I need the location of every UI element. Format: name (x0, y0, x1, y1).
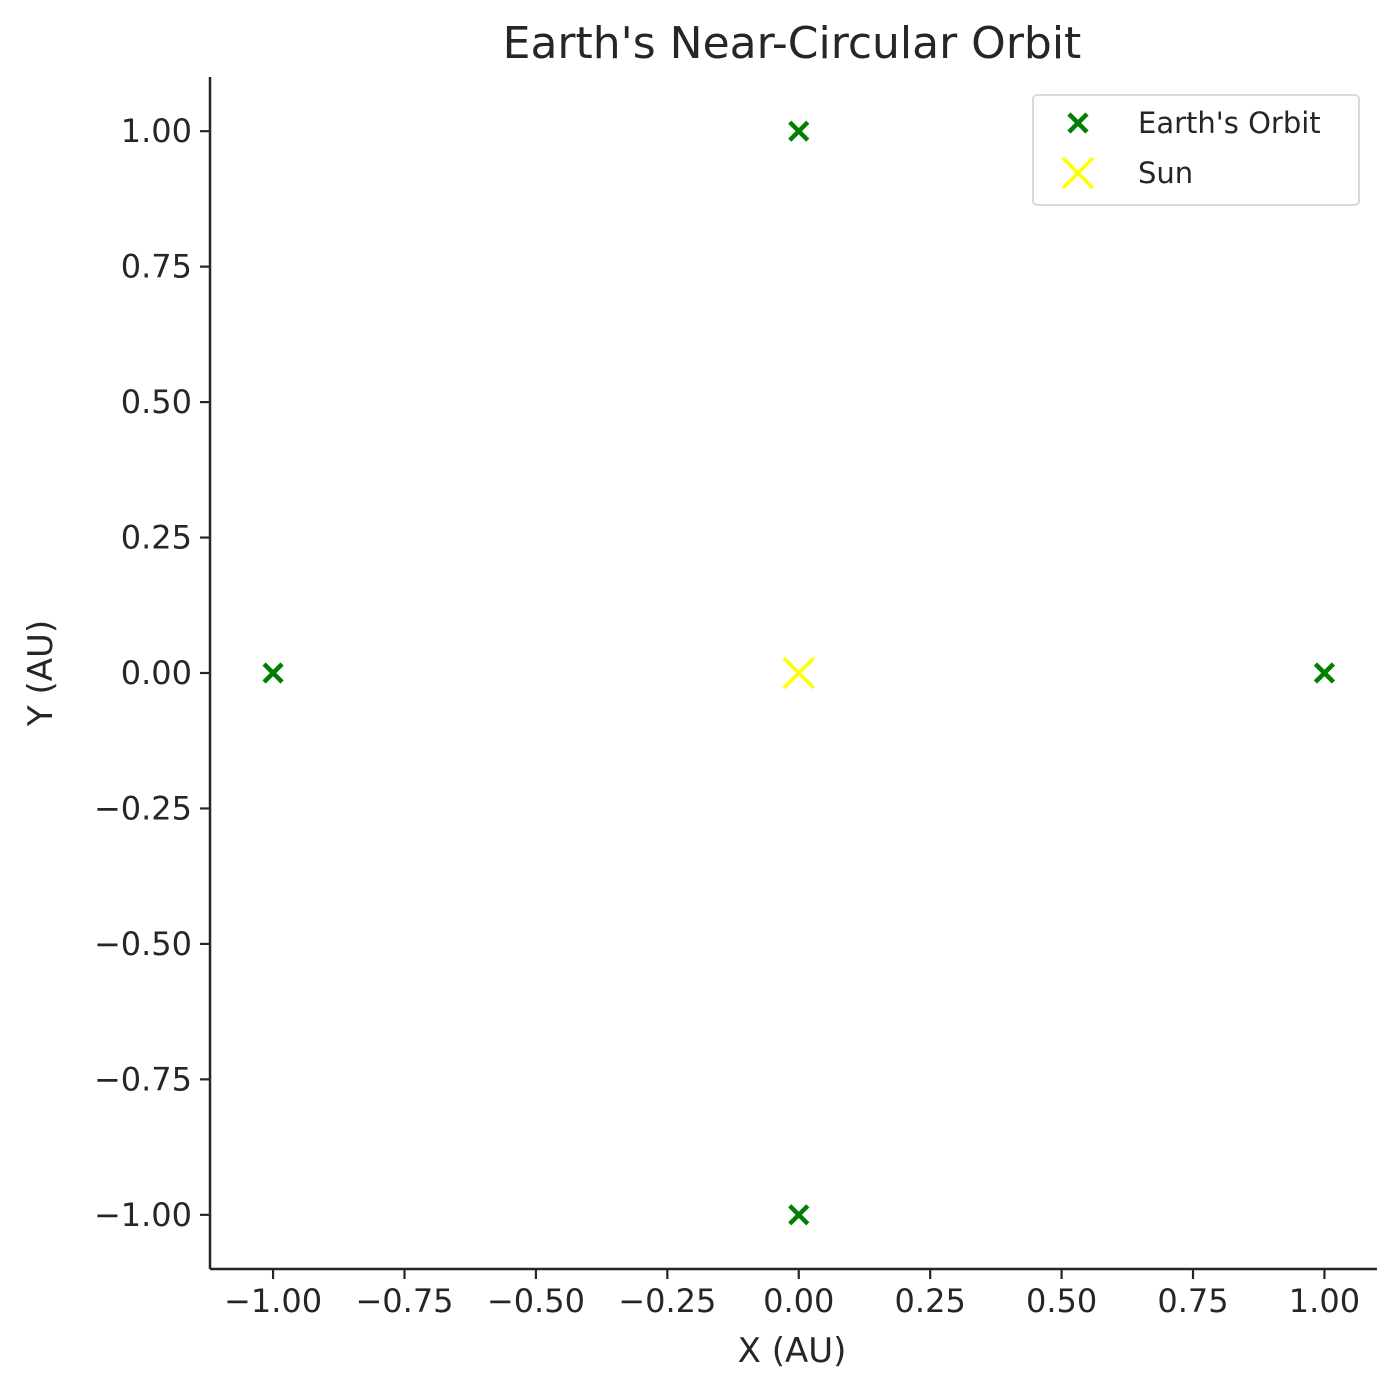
legend-marker-earth-orbit (1067, 112, 1089, 134)
plot-markers (262, 120, 1336, 1226)
earth-orbit-point (262, 662, 284, 684)
earth-orbit-point (1313, 662, 1336, 684)
y-tick-label: −1.00 (94, 1196, 192, 1234)
x-tick-label: 0.00 (763, 1282, 834, 1320)
y-tick-label: −0.75 (94, 1060, 192, 1098)
y-axis-ticks: 1.00 0.75 0.50 0.25 0.00 −0.25 −0.50 −0.75 −1.00 (94, 112, 210, 1234)
x-axis-label: X (AU) (738, 1331, 847, 1371)
chart-title: Earth's Near-Circular Orbit (503, 18, 1082, 69)
y-axis-label: Y (AU) (21, 620, 61, 727)
y-tick-label: 0.25 (121, 519, 192, 557)
x-axis-ticks: −1.00 −0.75 −0.50 −0.25 0.00 0.25 0.50 0.75 1.00 (224, 1269, 1360, 1320)
x-tick-label: 1.00 (1289, 1282, 1360, 1320)
x-tick-label: −1.00 (224, 1282, 322, 1320)
x-tick-label: 0.25 (895, 1282, 966, 1320)
x-tick-label: 0.50 (1026, 1282, 1097, 1320)
sun-point (782, 656, 815, 690)
y-tick-label: 0.75 (121, 248, 192, 286)
legend-label: Earth's Orbit (1138, 106, 1321, 140)
legend-marker-sun (1061, 156, 1095, 190)
legend-frame (1032, 94, 1360, 206)
y-tick-label: 0.50 (121, 383, 192, 421)
earth-orbit-point (788, 1204, 810, 1226)
x-tick-label: −0.50 (487, 1282, 585, 1320)
x-tick-label: −0.75 (355, 1282, 453, 1320)
y-tick-label: −0.25 (94, 789, 192, 827)
legend-label: Sun (1138, 156, 1193, 190)
x-tick-label: −0.25 (618, 1282, 716, 1320)
y-tick-label: 1.00 (121, 112, 192, 150)
earth-orbit-point (788, 120, 810, 142)
y-tick-label: 0.00 (121, 654, 192, 692)
x-tick-label: 0.75 (1157, 1282, 1228, 1320)
y-tick-label: −0.50 (94, 925, 192, 963)
legend: Earth's Orbit Sun (1032, 94, 1360, 206)
